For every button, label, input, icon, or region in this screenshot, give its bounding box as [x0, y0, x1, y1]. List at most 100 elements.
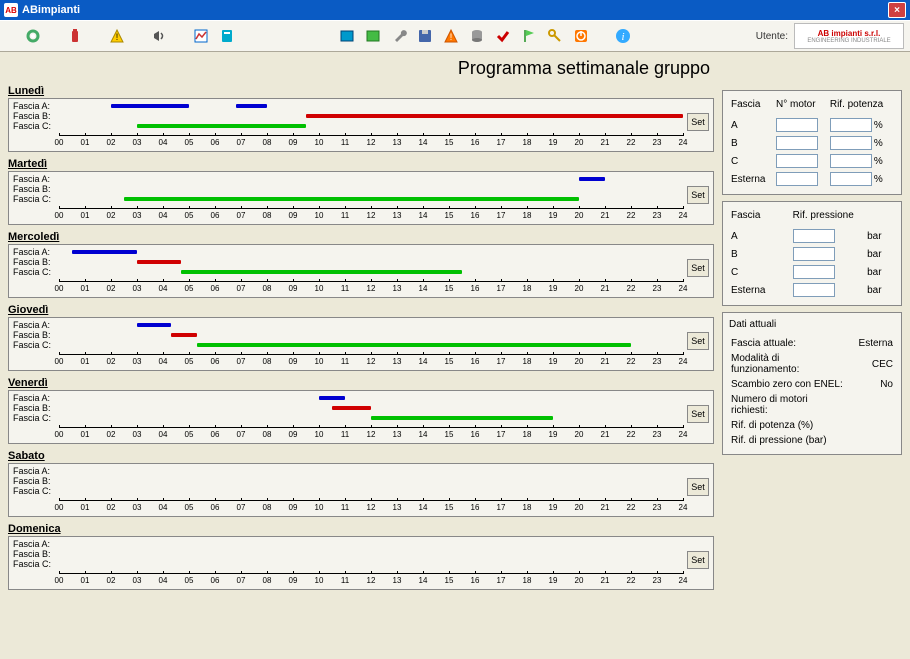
- motor-nmotor-input[interactable]: [776, 172, 818, 186]
- motor-rifpot-input[interactable]: [830, 118, 872, 132]
- main-toolbar: ! ! i Utente: AB impianti s.r.l. ENGINEE…: [0, 20, 910, 52]
- set-button[interactable]: Set: [687, 186, 709, 204]
- report-icon[interactable]: [216, 25, 238, 47]
- schedule-bar: [124, 197, 579, 201]
- db-icon[interactable]: [466, 25, 488, 47]
- axis-label: 10: [315, 211, 324, 220]
- hour-axis: 0001020304050607080910111213141516171819…: [59, 135, 683, 149]
- axis-tick: [397, 425, 398, 428]
- axis-tick: [657, 571, 658, 574]
- axis-label: 02: [107, 357, 116, 366]
- axis-tick: [267, 279, 268, 282]
- axis-label: 14: [419, 138, 428, 147]
- axis-label: 02: [107, 430, 116, 439]
- axis-label: 20: [575, 576, 584, 585]
- chart-area: [59, 247, 683, 277]
- fascia-label: Fascia C:: [13, 486, 51, 496]
- axis-tick: [319, 425, 320, 428]
- day-box: Fascia A:Fascia B:Fascia C:0001020304050…: [8, 244, 714, 298]
- app2-icon[interactable]: [362, 25, 384, 47]
- status-row: Numero di motori richiesti:: [729, 392, 895, 418]
- axis-tick: [631, 352, 632, 355]
- pressure-input[interactable]: [793, 229, 835, 243]
- axis-tick: [59, 352, 60, 355]
- alert-icon[interactable]: !: [440, 25, 462, 47]
- axis-label: 13: [393, 576, 402, 585]
- horn-icon[interactable]: [148, 25, 170, 47]
- pressure-input[interactable]: [793, 283, 835, 297]
- axis-label: 24: [679, 503, 688, 512]
- wrench-icon[interactable]: [388, 25, 410, 47]
- motor-panel: Fascia N° motor Rif. potenza A%B%C%Ester…: [722, 90, 902, 195]
- axis-label: 11: [341, 503, 349, 512]
- motor-nmotor-input[interactable]: [776, 118, 818, 132]
- axis-label: 14: [419, 430, 428, 439]
- flag-icon[interactable]: [518, 25, 540, 47]
- axis-tick: [397, 571, 398, 574]
- axis-tick: [189, 133, 190, 136]
- set-button[interactable]: Set: [687, 259, 709, 277]
- axis-tick: [267, 133, 268, 136]
- axis-tick: [267, 571, 268, 574]
- motor-rifpot-input[interactable]: [830, 154, 872, 168]
- axis-tick: [683, 279, 684, 282]
- disk-icon[interactable]: [414, 25, 436, 47]
- motor-row-label: Esterna: [729, 170, 774, 188]
- gear-icon[interactable]: [22, 25, 44, 47]
- motor-rifpot-input[interactable]: [830, 136, 872, 150]
- axis-label: 15: [445, 357, 454, 366]
- axis-tick: [137, 571, 138, 574]
- fascia-label: Fascia B:: [13, 403, 51, 413]
- axis-label: 10: [315, 284, 324, 293]
- battery-icon[interactable]: [64, 25, 86, 47]
- axis-label: 00: [55, 211, 64, 220]
- pressure-input[interactable]: [793, 265, 835, 279]
- axis-label: 07: [237, 138, 246, 147]
- status-row: Scambio zero con ENEL:No: [729, 377, 895, 392]
- axis-label: 10: [315, 138, 324, 147]
- set-button[interactable]: Set: [687, 551, 709, 569]
- chart-icon[interactable]: [190, 25, 212, 47]
- info-icon[interactable]: i: [612, 25, 634, 47]
- axis-tick: [631, 279, 632, 282]
- axis-tick: [397, 206, 398, 209]
- axis-label: 15: [445, 138, 454, 147]
- axis-label: 21: [601, 211, 610, 220]
- axis-label: 17: [497, 357, 506, 366]
- axis-label: 07: [237, 576, 246, 585]
- set-button[interactable]: Set: [687, 478, 709, 496]
- set-button[interactable]: Set: [687, 332, 709, 350]
- warning-icon[interactable]: !: [106, 25, 128, 47]
- axis-tick: [267, 352, 268, 355]
- axis-tick: [501, 498, 502, 501]
- motor-nmotor-input[interactable]: [776, 136, 818, 150]
- axis-tick: [579, 498, 580, 501]
- axis-tick: [241, 279, 242, 282]
- logo-subtext: ENGINEERING INDUSTRIALE: [807, 38, 890, 44]
- axis-label: 04: [159, 138, 168, 147]
- set-button[interactable]: Set: [687, 113, 709, 131]
- set-button[interactable]: Set: [687, 405, 709, 423]
- company-logo: AB impianti s.r.l. ENGINEERING INDUSTRIA…: [794, 23, 904, 49]
- axis-label: 13: [393, 430, 402, 439]
- axis-label: 01: [81, 138, 90, 147]
- axis-tick: [423, 133, 424, 136]
- power-icon[interactable]: [570, 25, 592, 47]
- app1-icon[interactable]: [336, 25, 358, 47]
- axis-tick: [189, 279, 190, 282]
- key-icon[interactable]: [544, 25, 566, 47]
- check-icon[interactable]: [492, 25, 514, 47]
- axis-tick: [85, 279, 86, 282]
- close-button[interactable]: ×: [888, 2, 906, 18]
- axis-tick: [631, 425, 632, 428]
- axis-label: 11: [341, 430, 349, 439]
- axis-tick: [111, 133, 112, 136]
- axis-tick: [241, 498, 242, 501]
- fascia-labels: Fascia A:Fascia B:Fascia C:: [13, 320, 51, 350]
- axis-tick: [137, 425, 138, 428]
- motor-nmotor-input[interactable]: [776, 154, 818, 168]
- motor-rifpot-input[interactable]: [830, 172, 872, 186]
- day-box: Fascia A:Fascia B:Fascia C:0001020304050…: [8, 317, 714, 371]
- axis-tick: [293, 352, 294, 355]
- pressure-input[interactable]: [793, 247, 835, 261]
